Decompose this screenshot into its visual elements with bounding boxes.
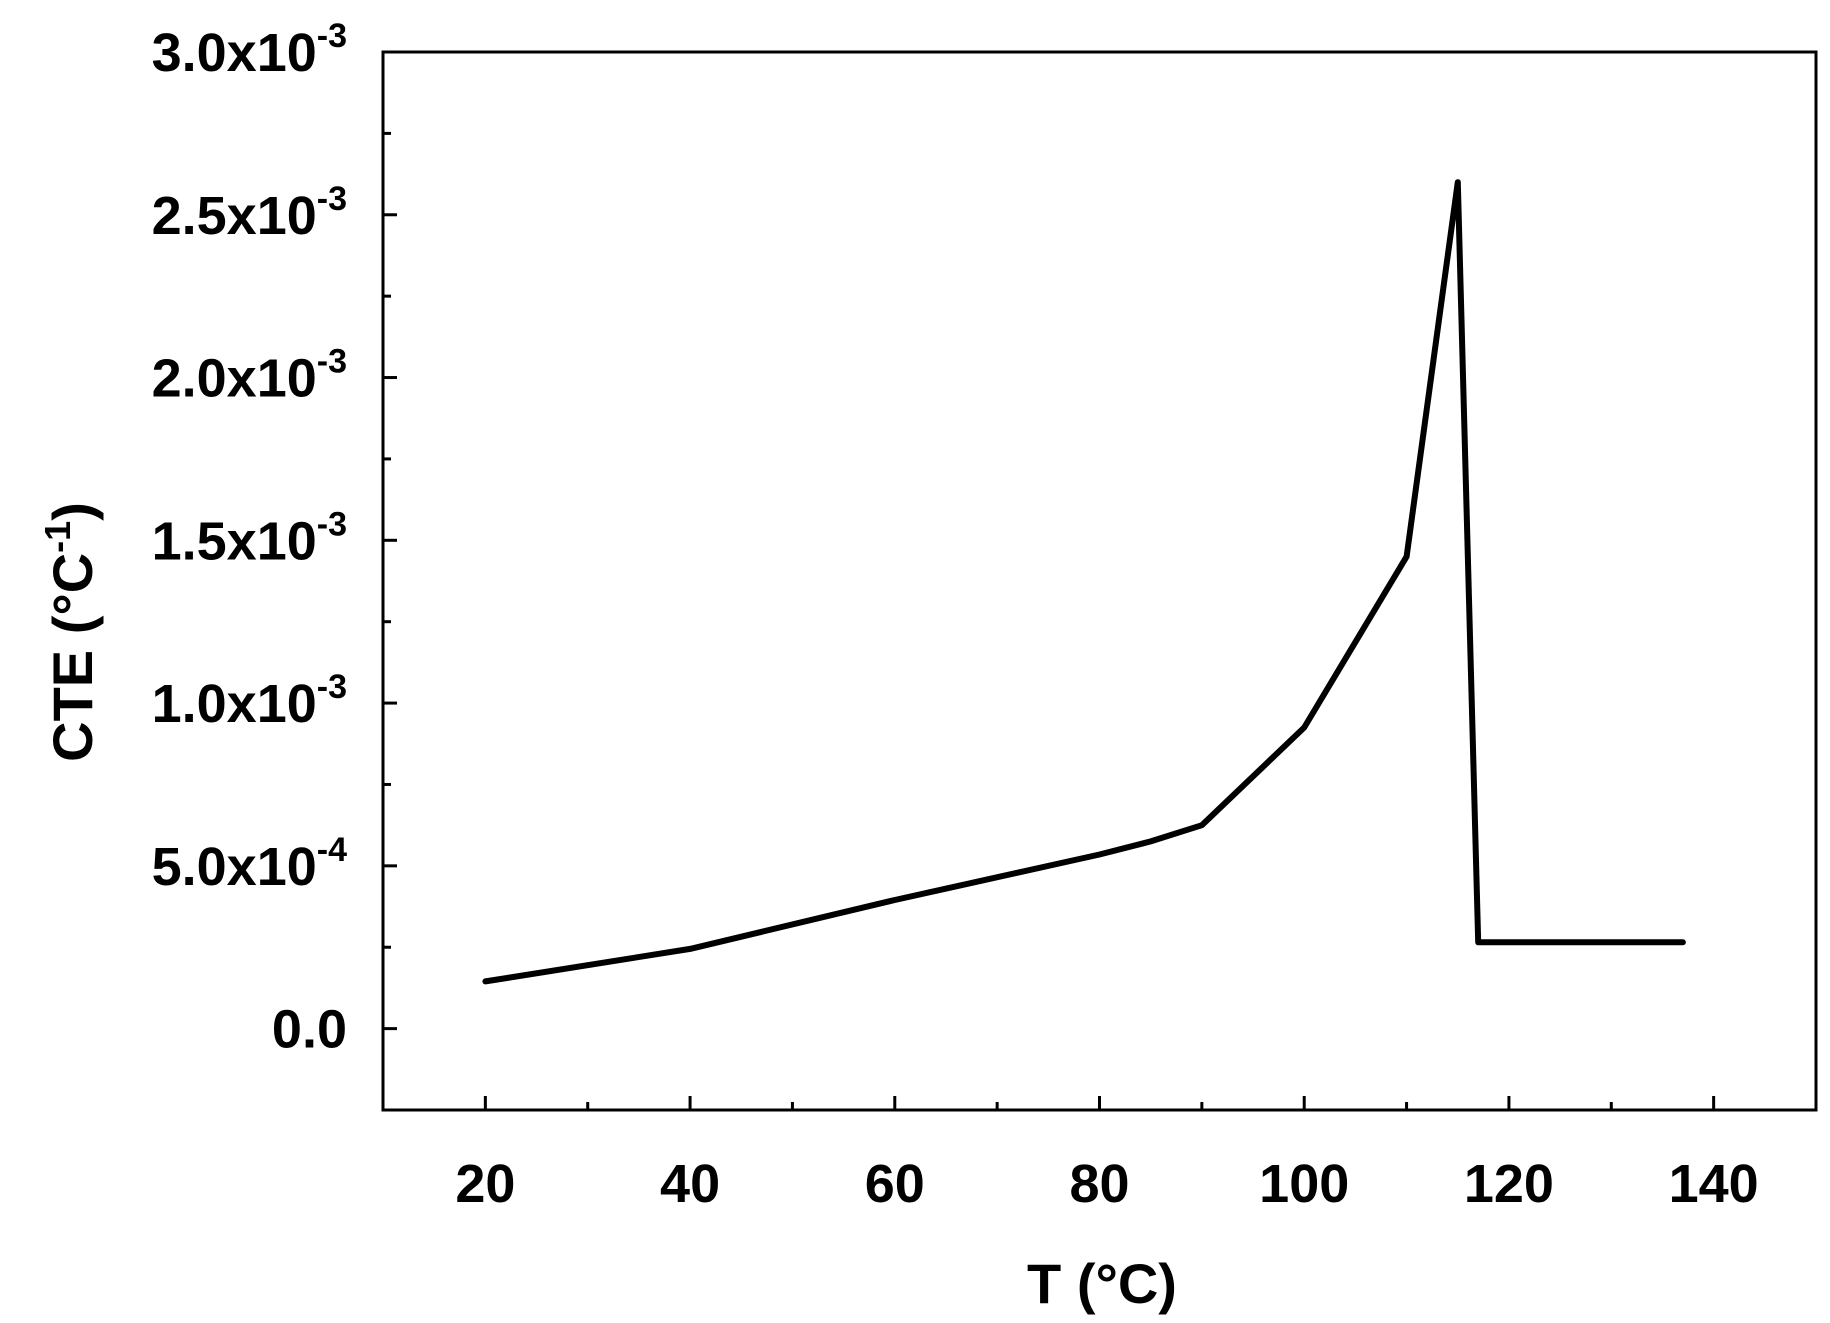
x-tick-label: 100 — [1259, 1154, 1349, 1214]
x-axis-title: T (°C) — [1027, 1252, 1177, 1315]
y-tick-label: 2.5x10-3 — [152, 180, 347, 246]
x-tick-label: 80 — [1069, 1154, 1129, 1214]
x-tick-label: 60 — [865, 1154, 925, 1214]
y-tick-label: 1.5x10-3 — [152, 505, 347, 571]
y-tick-label: 2.0x10-3 — [152, 343, 347, 409]
y-tick-label: 0.0 — [272, 1000, 347, 1060]
x-tick-label: 140 — [1669, 1154, 1759, 1214]
y-tick-label: 1.0x10-3 — [152, 668, 347, 734]
plot-frame — [381, 50, 1818, 1112]
cte-series-line — [482, 179, 1686, 985]
x-tick-label: 20 — [455, 1154, 515, 1214]
y-tick-label: 3.0x10-3 — [152, 17, 347, 83]
y-axis-title: CTE (°C-1) — [37, 502, 104, 762]
y-axis-title-main: CTE (°C — [41, 553, 104, 762]
plot-area-border — [381, 50, 1818, 1112]
x-tick-label: 40 — [660, 1154, 720, 1214]
y-axis-title-superscript: -1 — [37, 521, 78, 553]
y-axis-title-close: ) — [41, 502, 104, 521]
x-tick-label: 120 — [1464, 1154, 1554, 1214]
y-tick-label: 5.0x10-4 — [152, 831, 347, 897]
series-group — [482, 179, 1686, 985]
y-axis-ticks: 0.0 5.0x10-4 1.0x10-3 1.5x10-3 2.0x10-3 2.5x1… — [152, 17, 397, 1112]
x-axis-ticks: 20 40 60 80 100 120 140 — [381, 1096, 1818, 1214]
